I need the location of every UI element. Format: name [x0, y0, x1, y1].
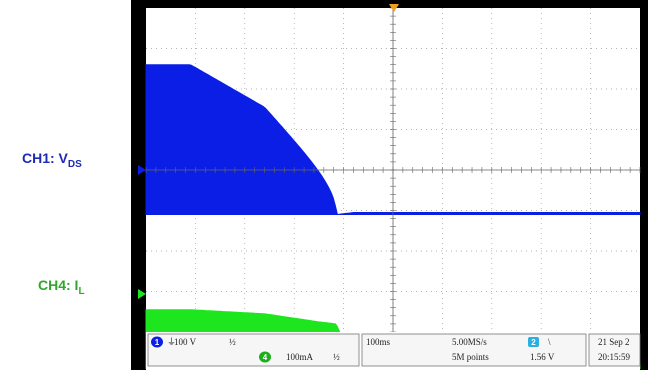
horizontal-readout[interactable]: 100ms 5.00MS/s 5M points 2 \ 1.56 V [361, 333, 587, 367]
ch1-label-prefix: CH1: V [22, 150, 68, 166]
record-length: 5M points [452, 352, 489, 362]
trigger-source-badge [528, 337, 539, 347]
date: 21 Sep 2 [598, 337, 630, 347]
date-time-readout: 21 Sep 2 20:15:59 [588, 333, 641, 367]
trigger-slope-icon: \ [548, 337, 551, 347]
time: 20:15:59 [598, 352, 631, 362]
ch4-badge [259, 351, 271, 363]
ch4-label: CH4: IL [38, 277, 85, 297]
ch1-readout[interactable]: 1 ⏚ 100 V ½ [147, 333, 360, 367]
ch4-ground-marker[interactable] [138, 289, 146, 299]
timebase: 100ms [366, 337, 391, 347]
ch1-label: CH1: VDS [22, 150, 82, 170]
ch4-label-subscript: L [78, 285, 85, 297]
trigger-level: 1.56 V [530, 352, 555, 362]
ch4-label-prefix: CH4: I [38, 277, 79, 293]
ch4-badge-text: 4 [263, 353, 268, 362]
ch1-ground-marker[interactable] [138, 165, 146, 175]
ch1-badge-text: 1 [155, 338, 160, 347]
ch1-badge [151, 336, 163, 348]
ch1-vds-trace [145, 64, 641, 216]
trigger-source-text: 2 [531, 338, 536, 347]
ch1-scale: 100 V [174, 337, 197, 347]
ch4-bandwidth-icon: ½ [333, 352, 340, 362]
ch4-scale: 100mA [286, 352, 314, 362]
ch1-coupling-icon: ⏚ [167, 337, 176, 347]
graticule-center-ticks [145, 7, 641, 333]
ch4-readout[interactable]: 4 100mA ½ [259, 351, 340, 363]
ch1-bandwidth-icon: ½ [229, 337, 236, 347]
status-bar: 1 ⏚ 100 V ½ 4 100mA ½ 100ms 5.00MS/s 5M … [146, 332, 641, 370]
ch1-label-subscript: DS [67, 158, 82, 170]
sample-rate: 5.00MS/s [452, 337, 487, 347]
trigger-position-marker[interactable] [389, 4, 399, 12]
